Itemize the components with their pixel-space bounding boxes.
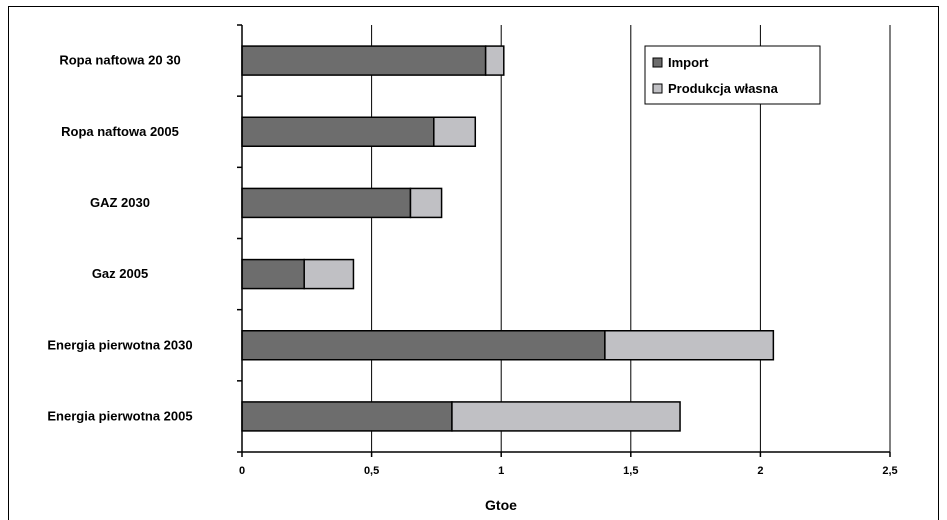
bar-produkcja-2: [409, 187, 443, 219]
bar-produkcja-5: [451, 401, 681, 432]
legend-label-produkcja: Produkcja własna: [668, 81, 779, 96]
x-tick-label: 1,5: [623, 465, 638, 477]
legend-label-import: Import: [668, 55, 709, 70]
axes: [237, 24, 891, 457]
x-tick-label: 2: [757, 465, 763, 477]
category-label: Gaz 2005: [92, 266, 148, 281]
x-tick-label: 1: [498, 465, 504, 477]
tick-labels: 0 0,5 1 1,5 2 2,5: [239, 465, 898, 477]
bar-import-5: [241, 401, 453, 432]
bar-import-1: [241, 116, 435, 147]
bar-import-2: [241, 187, 412, 219]
gridlines: [371, 25, 891, 452]
legend-swatch-import: [652, 57, 663, 68]
bar-import-4: [241, 330, 606, 361]
category-label: Energia pierwotna 2030: [47, 337, 192, 352]
bars: [241, 45, 775, 432]
bar-produkcja-0: [484, 45, 505, 76]
legend: Import Produkcja własna: [644, 45, 821, 105]
bar-import-0: [241, 45, 487, 76]
bar-produkcja-1: [433, 116, 477, 147]
category-label: Ropa naftowa 2005: [61, 124, 179, 139]
bar-import-3: [241, 258, 305, 290]
bar-produkcja-3: [303, 258, 355, 290]
legend-box: [644, 45, 821, 105]
category-label: GAZ 2030: [90, 195, 150, 210]
legend-swatch-produkcja: [652, 83, 663, 94]
x-tick-label: 2,5: [882, 465, 897, 477]
bar-produkcja-4: [604, 330, 775, 361]
x-tick-label: 0: [239, 465, 245, 477]
category-labels: Ropa naftowa 20 30 Ropa naftowa 2005 GAZ 2…: [47, 53, 192, 424]
category-label: Energia pierwotna 2005: [47, 408, 192, 423]
x-axis-title: Gtoe: [485, 497, 517, 513]
x-tick-label: 0,5: [364, 465, 379, 477]
category-label: Ropa naftowa 20 30: [59, 53, 180, 68]
